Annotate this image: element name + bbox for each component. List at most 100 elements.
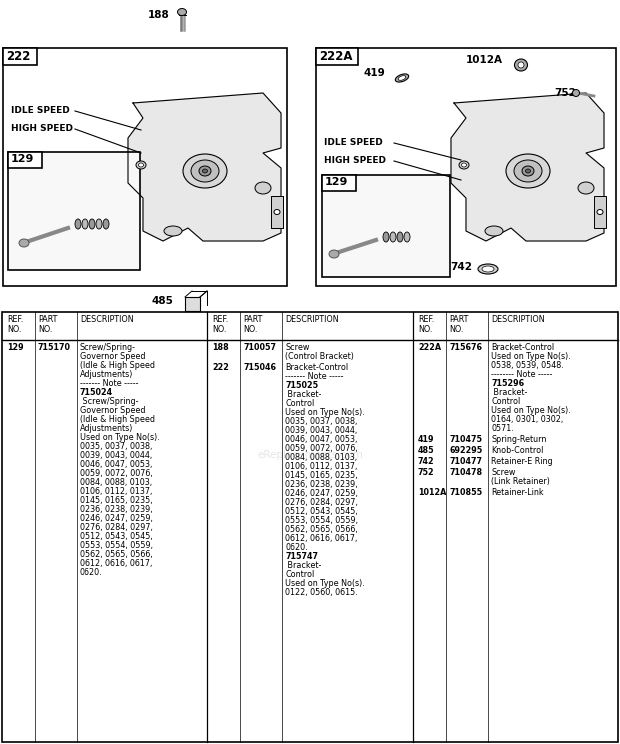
Text: Adjustments): Adjustments) <box>80 424 133 433</box>
Text: HIGH SPEED: HIGH SPEED <box>324 156 386 165</box>
Text: Used on Type No(s).: Used on Type No(s). <box>285 579 365 588</box>
Ellipse shape <box>191 160 219 182</box>
Text: Bracket-Control: Bracket-Control <box>491 343 554 352</box>
Bar <box>2 312 618 742</box>
Ellipse shape <box>390 232 396 242</box>
Ellipse shape <box>183 154 227 188</box>
Text: 222A: 222A <box>418 343 441 352</box>
Text: 222A: 222A <box>319 50 353 63</box>
Bar <box>322 175 450 277</box>
Text: 0236, 0238, 0239,: 0236, 0238, 0239, <box>80 505 153 514</box>
Text: 188: 188 <box>148 10 170 20</box>
Text: (Idle & High Speed: (Idle & High Speed <box>80 415 155 424</box>
Text: 0039, 0043, 0044,: 0039, 0043, 0044, <box>80 451 153 460</box>
Bar <box>8 152 140 270</box>
Text: 0246, 0247, 0259,: 0246, 0247, 0259, <box>80 514 153 523</box>
Ellipse shape <box>461 163 466 167</box>
Text: DESCRIPTION: DESCRIPTION <box>491 315 544 324</box>
Text: 710477: 710477 <box>449 457 482 466</box>
Ellipse shape <box>138 163 143 167</box>
Ellipse shape <box>578 182 594 194</box>
Ellipse shape <box>274 210 280 214</box>
Text: Control: Control <box>285 570 314 579</box>
Text: (Control Bracket): (Control Bracket) <box>285 352 354 361</box>
Text: 710057: 710057 <box>243 343 276 352</box>
Text: 752: 752 <box>554 88 576 98</box>
Ellipse shape <box>164 226 182 236</box>
Text: Screw: Screw <box>491 468 515 477</box>
Text: 0122, 0560, 0615.: 0122, 0560, 0615. <box>285 588 358 597</box>
Text: Used on Type No(s).: Used on Type No(s). <box>285 408 365 417</box>
Text: Screw/Spring-: Screw/Spring- <box>80 397 138 406</box>
Ellipse shape <box>514 160 542 182</box>
Text: 0046, 0047, 0053,: 0046, 0047, 0053, <box>285 435 357 444</box>
Text: 0145, 0165, 0235,: 0145, 0165, 0235, <box>285 471 358 480</box>
Ellipse shape <box>255 182 271 194</box>
Bar <box>8 152 42 168</box>
Text: 0046, 0047, 0053,: 0046, 0047, 0053, <box>80 460 153 469</box>
Text: (Link Retainer): (Link Retainer) <box>491 477 550 486</box>
Text: 710475: 710475 <box>449 435 482 444</box>
Text: Control: Control <box>491 397 520 406</box>
Text: 715024: 715024 <box>80 388 113 397</box>
Text: 0236, 0238, 0239,: 0236, 0238, 0239, <box>285 480 358 489</box>
Text: DESCRIPTION: DESCRIPTION <box>80 315 134 324</box>
Text: REF.
NO.: REF. NO. <box>212 315 228 334</box>
Text: Spring-Return: Spring-Return <box>491 435 546 444</box>
Ellipse shape <box>177 8 187 16</box>
Text: Governor Speed: Governor Speed <box>80 352 146 361</box>
Text: Bracket-Control: Bracket-Control <box>285 363 348 372</box>
Text: 485: 485 <box>418 446 435 455</box>
Text: 0620.: 0620. <box>285 543 308 552</box>
Text: Screw/Spring-: Screw/Spring- <box>80 343 136 352</box>
Text: Bracket-: Bracket- <box>285 390 321 399</box>
Text: Used on Type No(s).: Used on Type No(s). <box>491 406 571 415</box>
Text: 0553, 0554, 0559,: 0553, 0554, 0559, <box>285 516 358 525</box>
Text: 0276, 0284, 0297,: 0276, 0284, 0297, <box>285 498 358 507</box>
Text: Knob-Control: Knob-Control <box>491 446 543 455</box>
Text: IDLE SPEED: IDLE SPEED <box>11 106 69 115</box>
Ellipse shape <box>383 232 389 242</box>
Ellipse shape <box>199 166 211 176</box>
Ellipse shape <box>89 219 95 229</box>
Text: 752: 752 <box>418 468 435 477</box>
Ellipse shape <box>526 169 531 173</box>
Text: 710855: 710855 <box>449 488 482 497</box>
Text: 692295: 692295 <box>449 446 482 455</box>
Bar <box>271 196 283 228</box>
Ellipse shape <box>572 89 580 97</box>
Text: 129: 129 <box>325 177 348 187</box>
Bar <box>594 196 606 228</box>
Text: REF.
NO.: REF. NO. <box>418 315 434 334</box>
Text: IDLE SPEED: IDLE SPEED <box>324 138 383 147</box>
Text: DESCRIPTION: DESCRIPTION <box>285 315 339 324</box>
Text: 1012A: 1012A <box>466 55 503 65</box>
Text: 0039, 0043, 0044,: 0039, 0043, 0044, <box>285 426 357 435</box>
Text: 0059, 0072, 0076,: 0059, 0072, 0076, <box>80 469 153 478</box>
Text: 0035, 0037, 0038,: 0035, 0037, 0038, <box>80 442 153 451</box>
Text: PART
NO.: PART NO. <box>243 315 262 334</box>
Text: 0106, 0112, 0137,: 0106, 0112, 0137, <box>285 462 357 471</box>
Text: HIGH SPEED: HIGH SPEED <box>11 124 73 133</box>
Ellipse shape <box>398 76 406 80</box>
Text: 419: 419 <box>364 68 386 78</box>
Ellipse shape <box>96 219 102 229</box>
Ellipse shape <box>136 161 146 169</box>
Text: 0612, 0616, 0617,: 0612, 0616, 0617, <box>285 534 357 543</box>
Text: 0512, 0543, 0545,: 0512, 0543, 0545, <box>80 532 153 541</box>
Text: 0620.: 0620. <box>80 568 103 577</box>
Text: Screw: Screw <box>285 343 309 352</box>
Text: 742: 742 <box>418 457 435 466</box>
Ellipse shape <box>522 166 534 176</box>
Bar <box>316 48 616 286</box>
Text: 715046: 715046 <box>243 363 276 372</box>
Ellipse shape <box>478 264 498 274</box>
Text: 188: 188 <box>212 343 229 352</box>
Text: PART
NO.: PART NO. <box>449 315 468 334</box>
Text: 1012A: 1012A <box>418 488 446 497</box>
Ellipse shape <box>19 239 29 247</box>
Text: (Idle & High Speed: (Idle & High Speed <box>80 361 155 370</box>
Text: REF.
NO.: REF. NO. <box>7 315 24 334</box>
Text: 715170: 715170 <box>38 343 71 352</box>
Text: ------- Note -----: ------- Note ----- <box>285 372 343 381</box>
